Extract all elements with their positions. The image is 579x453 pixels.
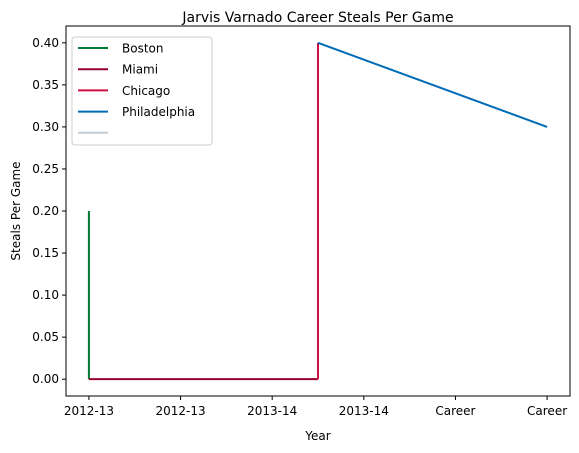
x-tick-label: 2012-13 (64, 404, 114, 418)
y-tick-label: 0.35 (32, 78, 59, 92)
legend-label: Philadelphia (122, 105, 195, 119)
legend: Boston Miami Chicago Philadelphia (71, 36, 213, 146)
x-axis-ticks: 2012-13 2012-13 2013-14 2013-14 Career Career (64, 396, 567, 418)
legend-box (71, 36, 213, 146)
x-tick-label: 2012-13 (155, 404, 205, 418)
x-tick-label: Career (435, 404, 475, 418)
y-tick-label: 0.20 (32, 204, 59, 218)
x-axis-title: Year (304, 429, 330, 443)
x-tick-label: 2013-14 (339, 404, 389, 418)
series-line-philadelphia (317, 41, 548, 128)
y-axis-ticks: 0.00 0.05 0.10 0.15 0.20 0.25 0.30 0.35 0.40 (32, 36, 66, 386)
y-tick-label: 0.05 (32, 330, 59, 344)
y-tick-label: 0.25 (32, 162, 59, 176)
y-tick-label: 0.30 (32, 120, 59, 134)
y-tick-label: 0.40 (32, 36, 59, 50)
legend-label: Chicago (122, 84, 170, 98)
legend-label: Miami (122, 63, 158, 77)
chart-title: Jarvis Varnado Career Steals Per Game (181, 10, 453, 26)
y-axis-title: Steals Per Game (9, 161, 23, 260)
y-tick-label: 0.15 (32, 246, 59, 260)
x-tick-label: Career (527, 404, 567, 418)
plot-lines (87, 41, 548, 381)
x-tick-label: 2013-14 (247, 404, 297, 418)
y-tick-label: 0.10 (32, 288, 59, 302)
legend-label: Boston (122, 42, 163, 56)
y-tick-label: 0.00 (32, 372, 59, 386)
